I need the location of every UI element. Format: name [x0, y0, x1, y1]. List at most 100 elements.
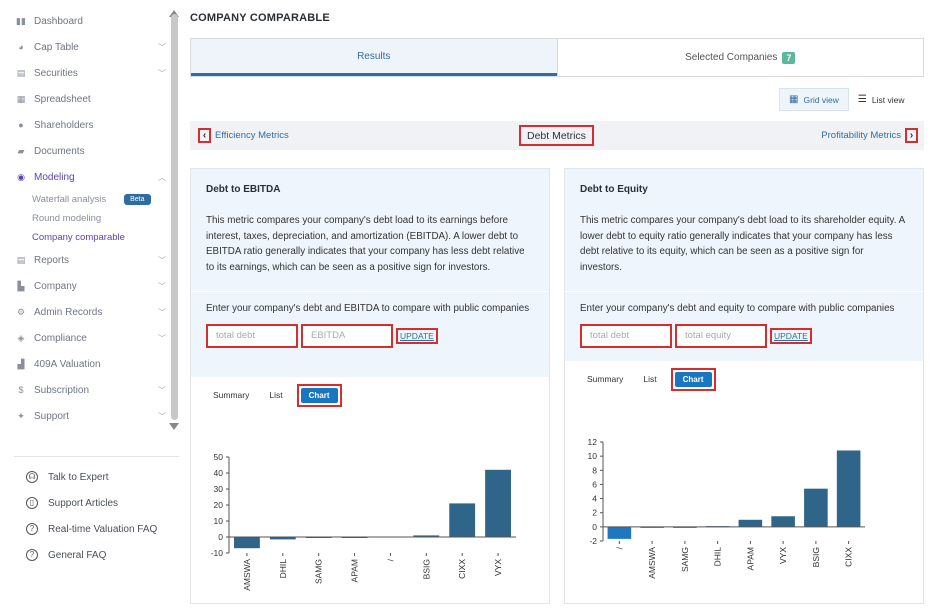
update-button[interactable]: UPDATE [396, 327, 438, 344]
bar-BSIG[interactable] [804, 488, 828, 527]
scroll-up-arrow-icon[interactable] [169, 10, 179, 17]
bar-AMSWA[interactable] [234, 537, 260, 549]
chevron-up-icon: ︿ [158, 173, 166, 182]
summary-subtab[interactable]: Summary [587, 374, 624, 384]
sidebar-item-documents[interactable]: ▰ Documents [0, 138, 172, 164]
y-tick-label: 0 [592, 522, 597, 532]
bar-VYX[interactable] [771, 516, 795, 527]
shield-icon: ◈ [17, 333, 25, 343]
card-title: Debt to EBITDA [206, 184, 281, 195]
sidebar-item-label: Securities [34, 67, 78, 79]
y-tick-label: -10 [211, 548, 224, 558]
x-tick-label: SAMG [314, 559, 324, 584]
dollar-icon: $ [18, 385, 24, 395]
sidebar-subitem-label: Waterfall analysis [32, 194, 107, 205]
bar-chart-icon: ▟ [17, 359, 25, 369]
chevron-down-icon: ﹀ [158, 386, 166, 395]
summary-subtab[interactable]: Summary [213, 390, 250, 400]
y-tick-label: 10 [588, 451, 598, 461]
x-tick-label: AMSWA [242, 559, 252, 591]
sidebar-item-label: Support [34, 410, 70, 422]
sidebar-item-dashboard[interactable]: ▮▮ Dashboard [0, 8, 172, 34]
bar-DHIL[interactable] [269, 537, 296, 540]
folder-icon: ▰ [17, 146, 25, 156]
help-link-label: Talk to Expert [48, 471, 109, 483]
sidebar-item-409a-valuation[interactable]: ▟ 409A Valuation [0, 351, 172, 377]
sidebar-subitem-label: Round modeling [32, 213, 102, 224]
page-title: COMPANY COMPARABLE [190, 12, 330, 24]
sidebar-item-support[interactable]: ✦ Support ﹀ [0, 403, 172, 429]
y-tick-label: 10 [214, 516, 224, 526]
sidebar-item-label: Cap Table [34, 41, 79, 53]
sidebar-item-subscription[interactable]: $ Subscription ﹀ [0, 377, 172, 403]
tab-selected-label: Selected Companies [685, 52, 778, 63]
sidebar-item-company[interactable]: ▙ Company ﹀ [0, 273, 172, 299]
x-tick-label: DHIL [713, 547, 723, 567]
sidebar-subitem-round-modeling[interactable]: Round modeling [0, 209, 172, 228]
list-subtab[interactable]: List [269, 390, 283, 400]
y-tick-label: 20 [214, 500, 224, 510]
grid-view-button[interactable]: ▦ Grid view [779, 88, 849, 111]
current-metric-label: Debt Metrics [519, 125, 594, 146]
x-tick-label: DHIL [278, 559, 288, 579]
sidebar-item-spreadsheet[interactable]: ▦ Spreadsheet [0, 86, 172, 112]
book-icon: ▯ [26, 497, 38, 509]
bar-BSIG[interactable] [413, 535, 440, 537]
update-button[interactable]: UPDATE [770, 327, 812, 344]
input-prompt: Enter your company's debt and EBITDA to … [206, 303, 530, 314]
bar-CIXX[interactable] [836, 450, 861, 527]
bar-VYX[interactable] [485, 469, 511, 537]
bar-CIXX[interactable] [449, 503, 476, 537]
list-subtab[interactable]: List [643, 374, 657, 384]
chart-subtab[interactable]: Chart [296, 383, 342, 407]
next-metric-chevron-icon[interactable]: › [905, 128, 918, 143]
chart-subtab[interactable]: Chart [670, 367, 716, 391]
sidebar-item-label: Documents [34, 145, 85, 157]
bar-APAM[interactable] [738, 519, 763, 527]
sidebar-divider [14, 456, 179, 457]
y-tick-label: 0 [218, 532, 223, 542]
sidebar-item-cap-table[interactable]: ◕ Cap Table ﹀ [0, 34, 172, 60]
debt-to-equity-chart: -2 0 2 4 6 8 10 12 / AMSWA SAMG DHIL APAM VYX BSIG CIXX [588, 437, 865, 579]
tab-selected-companies[interactable]: Selected Companies 7 [556, 39, 924, 76]
sidebar-item-admin-records[interactable]: ⚙ Admin Records ﹀ [0, 299, 172, 325]
total-debt-input[interactable]: total debt [206, 323, 298, 348]
total-equity-input[interactable]: total equity [675, 323, 767, 348]
x-tick-label: APAM [745, 547, 755, 570]
tab-results-label: Results [357, 50, 391, 62]
total-debt-input[interactable]: total debt [580, 323, 672, 348]
sidebar-nav: ▮▮ Dashboard ◕ Cap Table ﹀ ▤ Securities ﹀ ▦ Sprea… [0, 8, 172, 429]
scroll-down-arrow-icon[interactable] [169, 423, 179, 430]
sidebar-item-modeling[interactable]: ◉ Modeling ︿ [0, 164, 172, 190]
dashboard-icon: ▮▮ [16, 16, 26, 26]
prev-metric-link[interactable]: Efficiency Metrics [215, 130, 289, 141]
chevron-down-icon: ﹀ [158, 69, 166, 78]
help-link-general-faq[interactable]: ? General FAQ [0, 542, 182, 568]
bar-slash[interactable] [607, 526, 632, 539]
y-tick-label: 2 [592, 508, 597, 518]
help-link-support-articles[interactable]: ▯ Support Articles [0, 490, 182, 516]
sidebar-item-label: Modeling [34, 171, 75, 183]
sidebar-item-compliance[interactable]: ◈ Compliance ﹀ [0, 325, 172, 351]
help-link-real-time-valuation-faq[interactable]: ? Real-time Valuation FAQ [0, 516, 182, 542]
pie-chart-icon: ◕ [18, 42, 24, 52]
admin-icon: ⚙ [16, 307, 26, 317]
sidebar-scrollbar[interactable] [171, 14, 178, 420]
ebitda-input[interactable]: EBITDA [301, 323, 393, 348]
list-view-button[interactable]: ☰ List view [849, 88, 914, 111]
sidebar-item-label: Shareholders [34, 119, 94, 131]
question-icon: ? [26, 549, 38, 561]
help-link-talk-to-expert[interactable]: ☊ Talk to Expert [0, 464, 182, 490]
user-icon: ● [18, 120, 24, 130]
y-tick-label: 6 [592, 479, 597, 489]
sidebar-item-reports[interactable]: ▤ Reports ﹀ [0, 247, 172, 273]
main-content: COMPANY COMPARABLE Results Selected Comp… [182, 0, 939, 611]
prev-metric-chevron-icon[interactable]: ‹ [198, 128, 211, 143]
tab-results[interactable]: Results [191, 39, 557, 76]
sidebar-item-label: Reports [34, 254, 70, 266]
next-metric-link[interactable]: Profitability Metrics [821, 130, 901, 141]
sidebar-item-shareholders[interactable]: ● Shareholders [0, 112, 172, 138]
sidebar-subitem-company-comparable[interactable]: Company comparable [0, 228, 172, 247]
sidebar-subitem-waterfall-analysis[interactable]: Waterfall analysis Beta [0, 190, 172, 209]
sidebar-item-securities[interactable]: ▤ Securities ﹀ [0, 60, 172, 86]
